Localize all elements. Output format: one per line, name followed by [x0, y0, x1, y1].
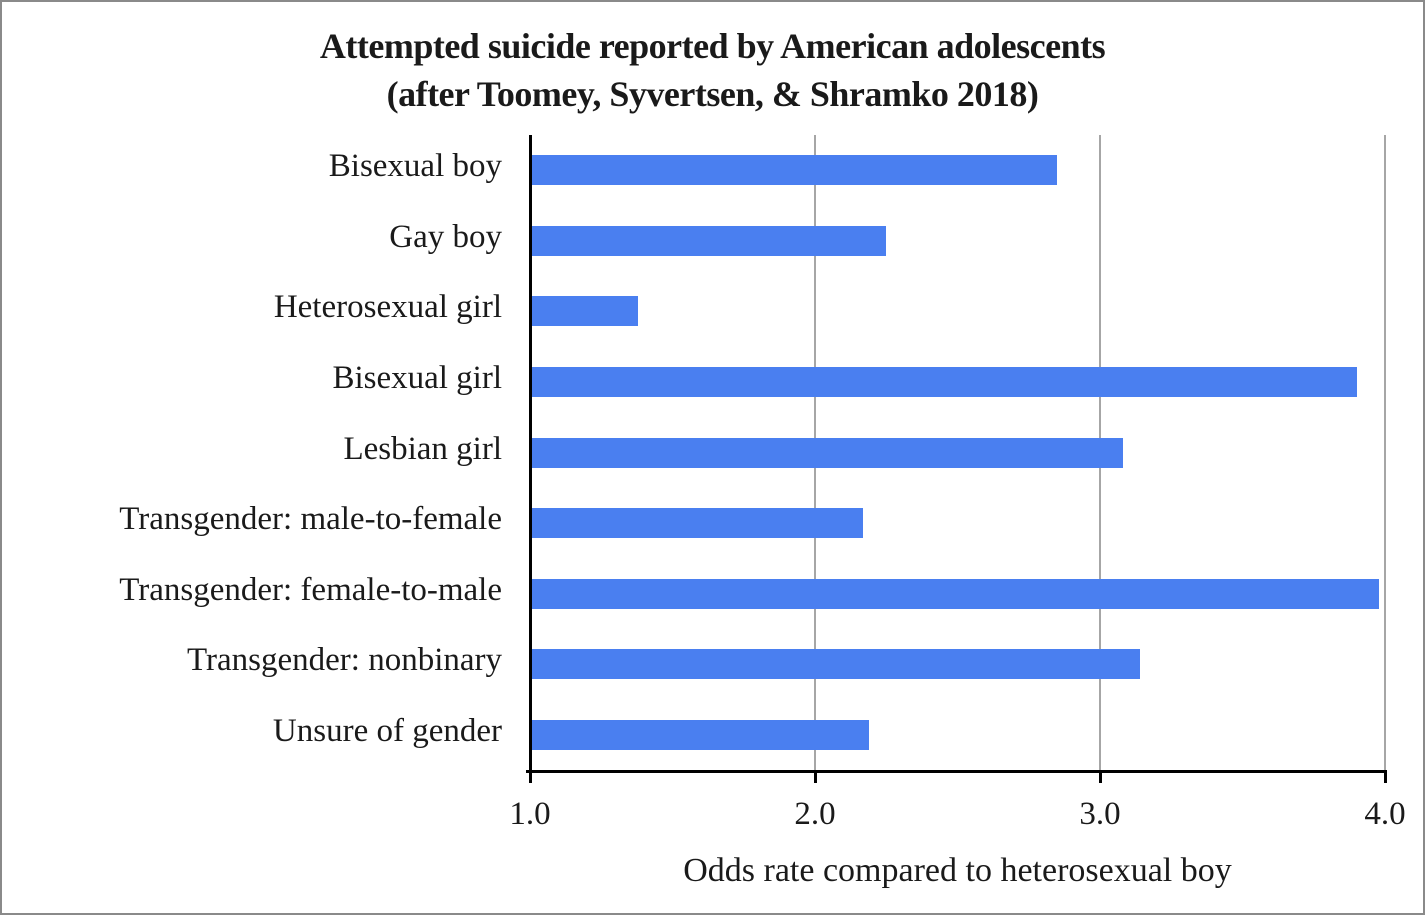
- category-label: Lesbian girl: [343, 431, 502, 467]
- bar: [532, 438, 1123, 468]
- bar: [532, 226, 886, 256]
- y-axis-line: [529, 135, 532, 783]
- category-label: Transgender: nonbinary: [187, 642, 502, 678]
- x-tick-mark: [814, 773, 817, 783]
- gridline-4.0: [1384, 135, 1386, 770]
- x-tick-mark: [1384, 773, 1387, 783]
- x-tick-label: 3.0: [1079, 796, 1121, 832]
- x-tick-mark: [529, 773, 532, 783]
- bar: [532, 155, 1057, 185]
- category-label: Bisexual boy: [328, 148, 502, 184]
- chart-title: Attempted suicide reported by American a…: [2, 22, 1423, 118]
- bar: [532, 508, 863, 538]
- bar: [532, 296, 638, 326]
- bar: [532, 720, 869, 750]
- bar: [532, 579, 1379, 609]
- x-tick-label: 1.0: [509, 796, 551, 832]
- category-label: Gay boy: [389, 219, 502, 255]
- bar: [532, 367, 1357, 397]
- bar: [532, 649, 1140, 679]
- category-label: Transgender: male-to-female: [119, 501, 502, 537]
- category-label: Bisexual girl: [332, 360, 502, 396]
- chart-title-line2: (after Toomey, Syvertsen, & Shramko 2018…: [386, 74, 1039, 114]
- x-axis-line: [526, 770, 1387, 773]
- chart-title-line1: Attempted suicide reported by American a…: [319, 26, 1106, 66]
- category-label: Transgender: female-to-male: [119, 572, 502, 608]
- category-label: Unsure of gender: [272, 713, 502, 749]
- x-tick-label: 4.0: [1364, 796, 1406, 832]
- x-tick-label: 2.0: [794, 796, 836, 832]
- x-axis-label: Odds rate compared to heterosexual boy: [683, 852, 1232, 889]
- category-label: Heterosexual girl: [273, 289, 502, 325]
- x-tick-mark: [1099, 773, 1102, 783]
